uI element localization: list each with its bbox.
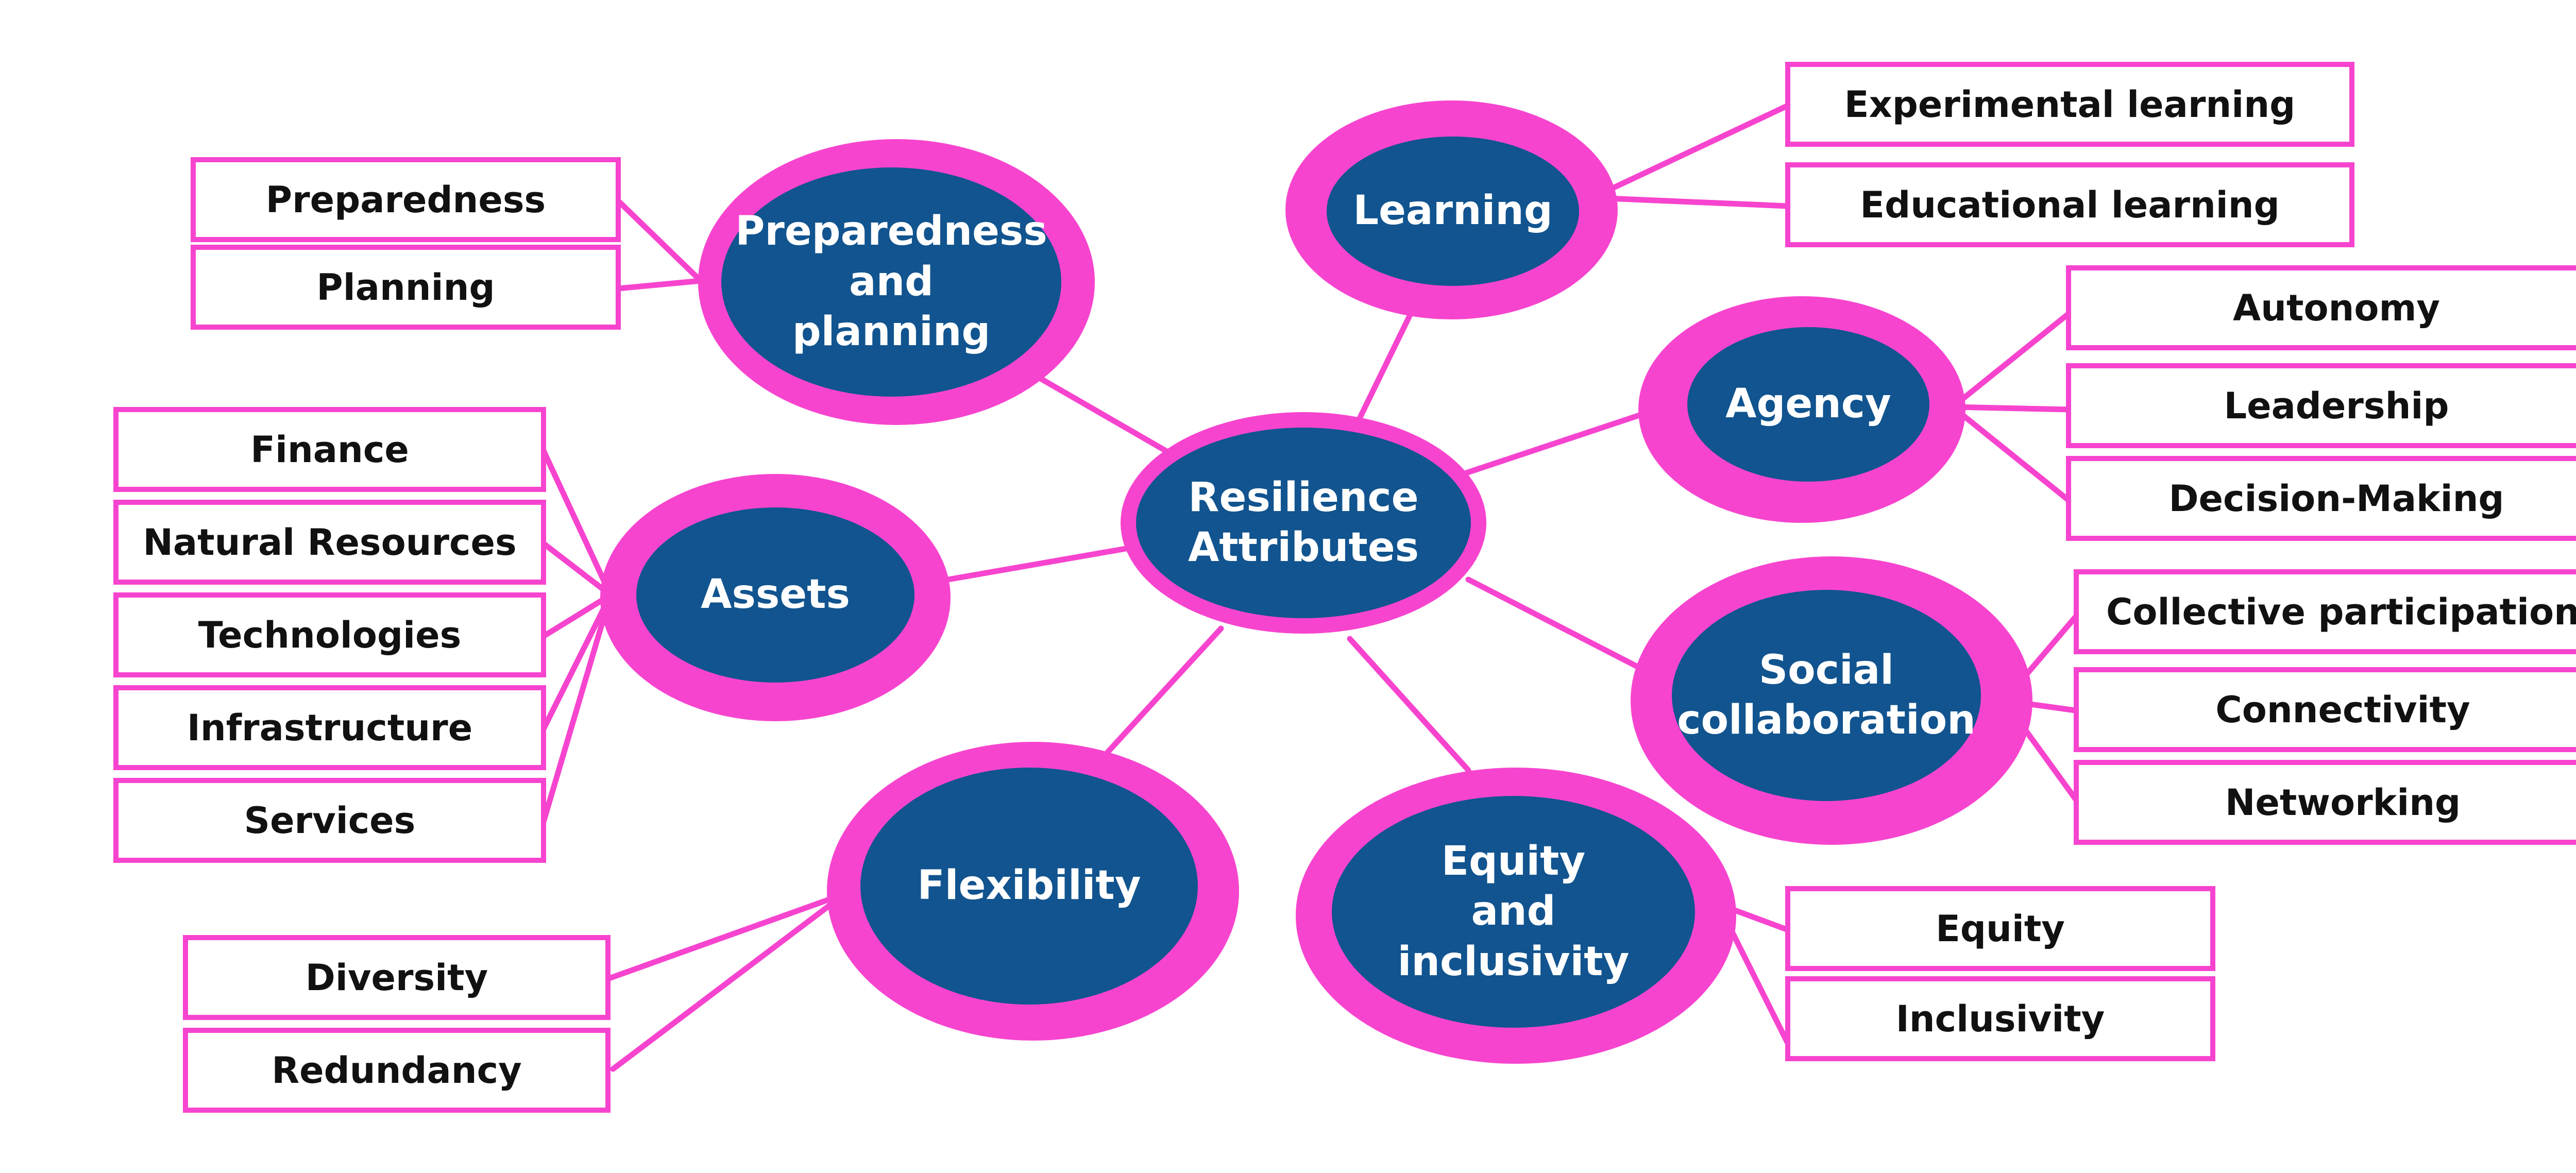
leaf-connectivity: Connectivity	[2074, 667, 2576, 752]
connector-center-learning	[1357, 309, 1415, 420]
connector-assets-natural	[540, 540, 614, 598]
leaf-leadership: Leadership	[2066, 363, 2576, 448]
connector-agency-leadership	[1950, 404, 2074, 413]
leaf-equity: Equity	[1785, 886, 2215, 971]
leaf-inclusivity: Inclusivity	[1785, 976, 2215, 1061]
leaf-planning: Planning	[191, 245, 621, 330]
social-label: Social collaboration	[1677, 647, 1976, 744]
flexibility-node-core: Flexibility	[860, 768, 1198, 1005]
connector-agency-decision	[1950, 404, 2074, 505]
learning-label: Learning	[1353, 188, 1553, 234]
connector-assets-technologies	[540, 592, 614, 639]
leaf-technologies: Technologies	[113, 592, 546, 677]
connector-center-assets	[945, 546, 1129, 583]
preparedness-node-core: Preparedness and planning	[721, 167, 1061, 397]
leaf-experimental-learning: Experimental learning	[1785, 62, 2354, 147]
equity-label: Equity and inclusivity	[1397, 838, 1630, 985]
social-node: Social collaboration	[1631, 556, 2032, 845]
assets-node-core: Assets	[636, 507, 914, 683]
connector-center-flexibility	[1105, 625, 1224, 755]
leaf-educational-learning: Educational learning	[1785, 162, 2354, 247]
connector-assets-finance	[540, 448, 614, 598]
agency-label: Agency	[1725, 381, 1891, 428]
leaf-redundancy: Redundancy	[183, 1028, 611, 1113]
connector-center-equity	[1347, 636, 1471, 773]
connector-assets-services	[540, 592, 614, 825]
learning-node-core: Learning	[1327, 137, 1579, 286]
connector-center-preparedness	[1038, 376, 1178, 459]
center-node-core: Resilience Attributes	[1136, 428, 1471, 618]
preparedness-node: Preparedness and planning	[698, 139, 1095, 425]
leaf-autonomy: Autonomy	[2066, 265, 2576, 350]
preparedness-label: Preparedness and planning	[735, 208, 1047, 355]
leaf-natural-resources: Natural Resources	[113, 500, 546, 585]
flexibility-node: Flexibility	[827, 742, 1239, 1041]
leaf-finance: Finance	[113, 407, 546, 492]
connector-assets-infrastructure	[540, 592, 614, 732]
connector-center-agency	[1460, 409, 1652, 477]
assets-label: Assets	[701, 571, 850, 618]
leaf-diversity: Diversity	[183, 935, 611, 1020]
center-label: Resilience Attributes	[1188, 474, 1419, 571]
leaf-collective-participation: Collective participation	[2074, 569, 2576, 654]
connector-flexibility-redundancy	[610, 891, 848, 1072]
leaf-preparedness: Preparedness	[191, 157, 621, 242]
agency-node-core: Agency	[1687, 327, 1929, 482]
leaf-infrastructure: Infrastructure	[113, 685, 546, 770]
agency-node: Agency	[1638, 296, 1965, 523]
equity-node: Equity and inclusivity	[1296, 768, 1736, 1064]
connector-preparedness-preparedness	[615, 198, 704, 284]
leaf-decision-making: Decision-Making	[2066, 456, 2576, 541]
assets-node: Assets	[600, 474, 951, 721]
leaf-networking: Networking	[2074, 760, 2576, 845]
connector-agency-autonomy	[1950, 309, 2074, 410]
connector-center-social	[1465, 576, 1641, 670]
learning-node: Learning	[1285, 100, 1618, 319]
connector-flexibility-diversity	[605, 891, 848, 982]
flexibility-label: Flexibility	[917, 862, 1141, 909]
connector-preparedness-planning	[615, 278, 704, 292]
equity-node-core: Equity and inclusivity	[1332, 796, 1695, 1028]
social-node-core: Social collaboration	[1672, 590, 1981, 801]
connector-learning-educational	[1604, 195, 1791, 209]
connector-learning-experimental	[1604, 103, 1791, 194]
leaf-services: Services	[113, 778, 546, 863]
center-node: Resilience Attributes	[1121, 412, 1486, 634]
